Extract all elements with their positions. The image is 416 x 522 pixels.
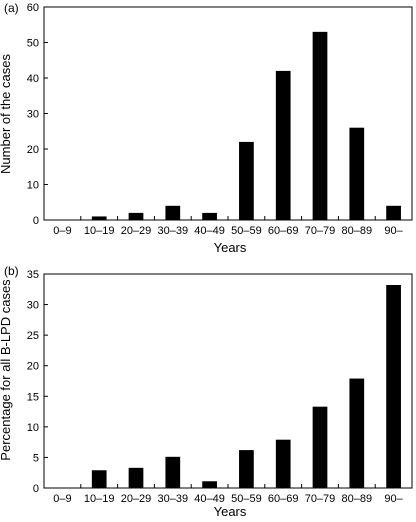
panel-b-y-tick-label: 35 bbox=[27, 269, 39, 281]
chart-panel-b: (b) Percentage for all B-LPD cases Years… bbox=[0, 264, 413, 519]
panel-a-x-tick-label: 80–89 bbox=[342, 225, 373, 237]
panel-a-y-tick-label: 20 bbox=[27, 144, 39, 156]
panel-a-bar bbox=[386, 205, 401, 220]
panel-b-x-tick-label: 0–9 bbox=[53, 493, 71, 505]
panel-b-y-axis-title: Percentage for all B-LPD cases bbox=[0, 279, 13, 461]
panel-a-y-tick-label: 60 bbox=[27, 2, 39, 14]
panel-b-y-tick-label: 15 bbox=[27, 391, 39, 403]
panel-a-x-tick-label: 0–9 bbox=[53, 225, 71, 237]
panel-b-y-tick-label: 25 bbox=[27, 330, 39, 342]
panel-a-x-tick-label: 20–29 bbox=[121, 225, 152, 237]
panel-b-y-tick-label: 20 bbox=[27, 361, 39, 373]
panel-a-bar bbox=[202, 212, 217, 220]
panel-a-bar bbox=[165, 205, 181, 220]
panel-b-bar bbox=[239, 450, 254, 488]
panel-a-bar bbox=[349, 127, 365, 220]
panel-b-x-tick-label: 30–39 bbox=[158, 493, 189, 505]
panel-b-bar bbox=[275, 439, 291, 488]
panel-b-y-tick-label: 30 bbox=[27, 300, 39, 312]
panel-a-x-tick-label: 40–49 bbox=[194, 225, 225, 237]
panel-b-x-tick-label: 50–59 bbox=[231, 493, 262, 505]
panel-a-y-tick-label: 50 bbox=[27, 38, 39, 50]
panel-b-bar bbox=[312, 406, 328, 488]
panel-b-x-tick-label: 90– bbox=[384, 493, 403, 505]
panel-a-x-tick-label: 50–59 bbox=[231, 225, 262, 237]
panel-b-x-axis-title: Years bbox=[214, 504, 247, 519]
panel-a-y-tick-label: 30 bbox=[27, 109, 39, 121]
chart-panel-a: (a) Number of the cases Years 0 10 20 30 40 5… bbox=[0, 1, 413, 255]
panel-a-x-tick-label: 30–39 bbox=[158, 225, 189, 237]
panel-b-bar bbox=[165, 456, 181, 488]
panel-b-x-tick-label: 70–79 bbox=[305, 493, 336, 505]
panel-a-x-tick-label: 10–19 bbox=[84, 225, 115, 237]
panel-b-x-tick-label: 80–89 bbox=[342, 493, 373, 505]
panel-b-bar bbox=[386, 285, 401, 488]
panel-a-bar bbox=[275, 70, 291, 221]
panel-a-y-tick-label: 0 bbox=[33, 215, 39, 227]
panel-b-x-tick-label: 60–69 bbox=[268, 493, 299, 505]
panel-a-x-tick-label: 60–69 bbox=[268, 225, 299, 237]
panel-b-bar bbox=[202, 481, 217, 488]
panel-a-bar bbox=[128, 212, 144, 220]
panel-a-bar bbox=[91, 216, 107, 220]
panel-b-y-tick-label: 0 bbox=[33, 483, 39, 495]
panel-b-bar bbox=[128, 467, 144, 488]
panel-a-y-tick-label: 40 bbox=[27, 73, 39, 85]
panel-a-x-axis-title: Years bbox=[214, 240, 247, 255]
panel-a-label: (a) bbox=[4, 1, 19, 15]
panel-b-y-tick-label: 10 bbox=[27, 422, 39, 434]
panel-b-x-tick-label: 10–19 bbox=[84, 493, 115, 505]
panel-b-bar bbox=[91, 470, 107, 488]
panel-b-y-tick-label: 5 bbox=[33, 452, 39, 464]
panel-a-x-tick-label: 90– bbox=[384, 225, 403, 237]
panel-b-x-tick-label: 40–49 bbox=[194, 493, 225, 505]
panel-a-y-tick-label: 10 bbox=[27, 180, 39, 192]
panel-a-x-tick-label: 70–79 bbox=[305, 225, 336, 237]
panel-a-bar bbox=[312, 31, 328, 220]
panel-b-label: (b) bbox=[4, 264, 19, 278]
panel-b-bar bbox=[349, 378, 365, 488]
panel-a-bar bbox=[239, 141, 254, 220]
panel-b-x-tick-label: 20–29 bbox=[121, 493, 152, 505]
panel-a-y-axis-title: Number of the cases bbox=[0, 54, 13, 174]
